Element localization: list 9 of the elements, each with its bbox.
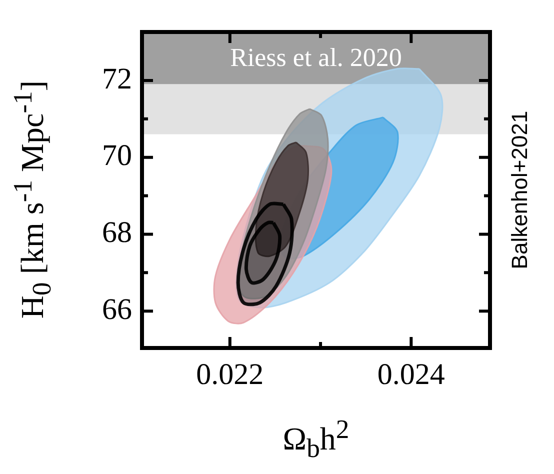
text: Balkenhol+2021 [506,110,533,272]
band-label: Riess et al. 2020 [230,42,402,72]
y-tick-label: 70 [102,139,132,172]
x-tick-label: 0.024 [377,358,445,391]
y-tick-label: 72 [102,62,132,96]
x-tick-label: 0.022 [196,358,264,391]
x-axis-title: Ω$_{b}$h$^{2}$ [282,414,350,464]
y-tick-label: 66 [102,292,132,326]
y-tick-label: 68 [102,216,132,250]
